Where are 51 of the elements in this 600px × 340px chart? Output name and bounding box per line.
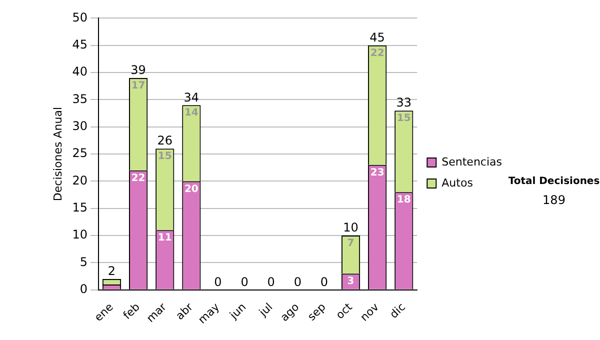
y-tick-label: 50: [72, 10, 88, 24]
total-label: 0: [240, 275, 248, 289]
data-label: 15: [158, 151, 172, 162]
y-axis-title: Decisiones Anual: [51, 106, 64, 202]
total-label: 26: [157, 134, 172, 148]
data-label: 23: [370, 168, 384, 178]
text: Total Decisiones: [507, 176, 600, 187]
y-tick-label: 25: [72, 146, 88, 160]
data-label: 7: [347, 238, 354, 250]
y-tick-label: 15: [72, 200, 88, 214]
x-tick-label: mar: [144, 300, 170, 326]
text: 189: [542, 193, 566, 207]
x-tick-label: dic: [387, 300, 408, 322]
x-tick-label: abr: [173, 300, 196, 323]
data-label: 18: [396, 194, 411, 206]
x-tick-label: oct: [333, 300, 356, 322]
y-tick-label: 0: [80, 282, 88, 296]
total-label: 34: [184, 90, 200, 104]
total-label: 39: [130, 63, 146, 78]
legend-label: Sentencias: [442, 155, 502, 168]
x-tick-label: jun: [226, 300, 249, 322]
x-tick-label: nov: [358, 300, 382, 324]
x-tick-label: ago: [278, 300, 302, 324]
total-label: 0: [320, 275, 328, 289]
total-label: 0: [294, 275, 302, 289]
data-label: 22: [131, 172, 146, 184]
data-label: 3: [347, 276, 354, 288]
x-tick-label: ene: [92, 300, 116, 324]
y-tick-label: 45: [72, 37, 88, 52]
total-label: 45: [370, 30, 385, 44]
y-tick-label: 40: [72, 64, 88, 79]
total-label: 33: [396, 96, 412, 110]
total-label: 2: [108, 264, 116, 278]
data-label: 20: [184, 184, 198, 195]
total-label: 0: [267, 275, 275, 289]
total-label: 0: [214, 275, 222, 289]
x-tick-label: sep: [305, 300, 328, 324]
data-label: 17: [131, 80, 146, 92]
data-label: 11: [158, 232, 172, 244]
y-tick-label: 5: [80, 254, 88, 269]
total-label: 10: [343, 220, 358, 235]
y-tick-label: 10: [72, 228, 88, 242]
x-tick-label: jul: [256, 300, 276, 320]
y-tick-label: 30: [72, 118, 88, 133]
y-tick-label: 35: [72, 92, 88, 106]
legend-label: Autos: [442, 176, 474, 190]
y-tick-label: 20: [72, 173, 88, 188]
data-label: 14: [184, 108, 198, 119]
data-label: 22: [370, 48, 384, 59]
x-tick-label: feb: [120, 300, 142, 322]
data-label: 15: [396, 113, 411, 124]
